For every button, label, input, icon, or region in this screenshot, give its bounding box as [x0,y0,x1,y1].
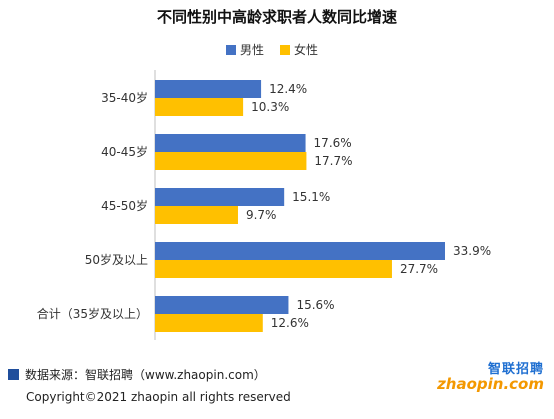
data-label: 17.7% [314,154,352,168]
category-label: 合计（35岁及以上） [37,306,148,321]
category-label: 50岁及以上 [85,252,148,267]
source-text: 数据来源：智联招聘（www.zhaopin.com） [25,368,266,382]
legend-swatch-male [226,45,236,55]
data-label: 27.7% [400,262,438,276]
data-label: 33.9% [453,244,491,258]
legend: 男性 女性 [226,42,318,57]
bar-female [155,98,244,116]
data-label: 10.3% [251,100,289,114]
category-label: 40-45岁 [101,144,148,159]
bar-female [155,152,307,170]
bar-male [155,242,445,260]
category-label: 35-40岁 [101,90,148,105]
data-label: 12.6% [271,316,309,330]
brand-name-en: zhaopin.com [437,375,544,393]
legend-label-female: 女性 [294,42,318,57]
data-labels: 12.4% 10.3% 17.6% 17.7% 15.1% 9.7% 33.9% 27.7% 1… [246,82,491,330]
bar-female [155,314,263,332]
data-label: 12.4% [269,82,307,96]
category-label: 45-50岁 [101,198,148,213]
data-label: 17.6% [314,136,352,150]
chart-title: 不同性别中高龄求职者人数同比增速 [157,8,397,26]
bar-male [155,134,306,152]
bar-female [155,206,238,224]
bar-male [155,296,289,314]
bar-female [155,260,392,278]
data-label: 15.6% [296,298,334,312]
bars [155,80,445,332]
footer-copyright: Copyright©2021 zhaopin all rights reserv… [26,390,291,404]
data-label: 9.7% [246,208,277,222]
footer-source: 数据来源：智联招聘（www.zhaopin.com） [8,366,266,383]
bar-male [155,188,285,206]
source-square-icon [8,369,19,380]
data-label: 15.1% [292,190,330,204]
legend-swatch-female [280,45,290,55]
brand-logo: 智联招聘 zhaopin.com [437,358,544,393]
brand-name-cn: 智联招聘 [487,362,544,377]
bar-male [155,80,262,98]
legend-label-male: 男性 [240,43,264,57]
